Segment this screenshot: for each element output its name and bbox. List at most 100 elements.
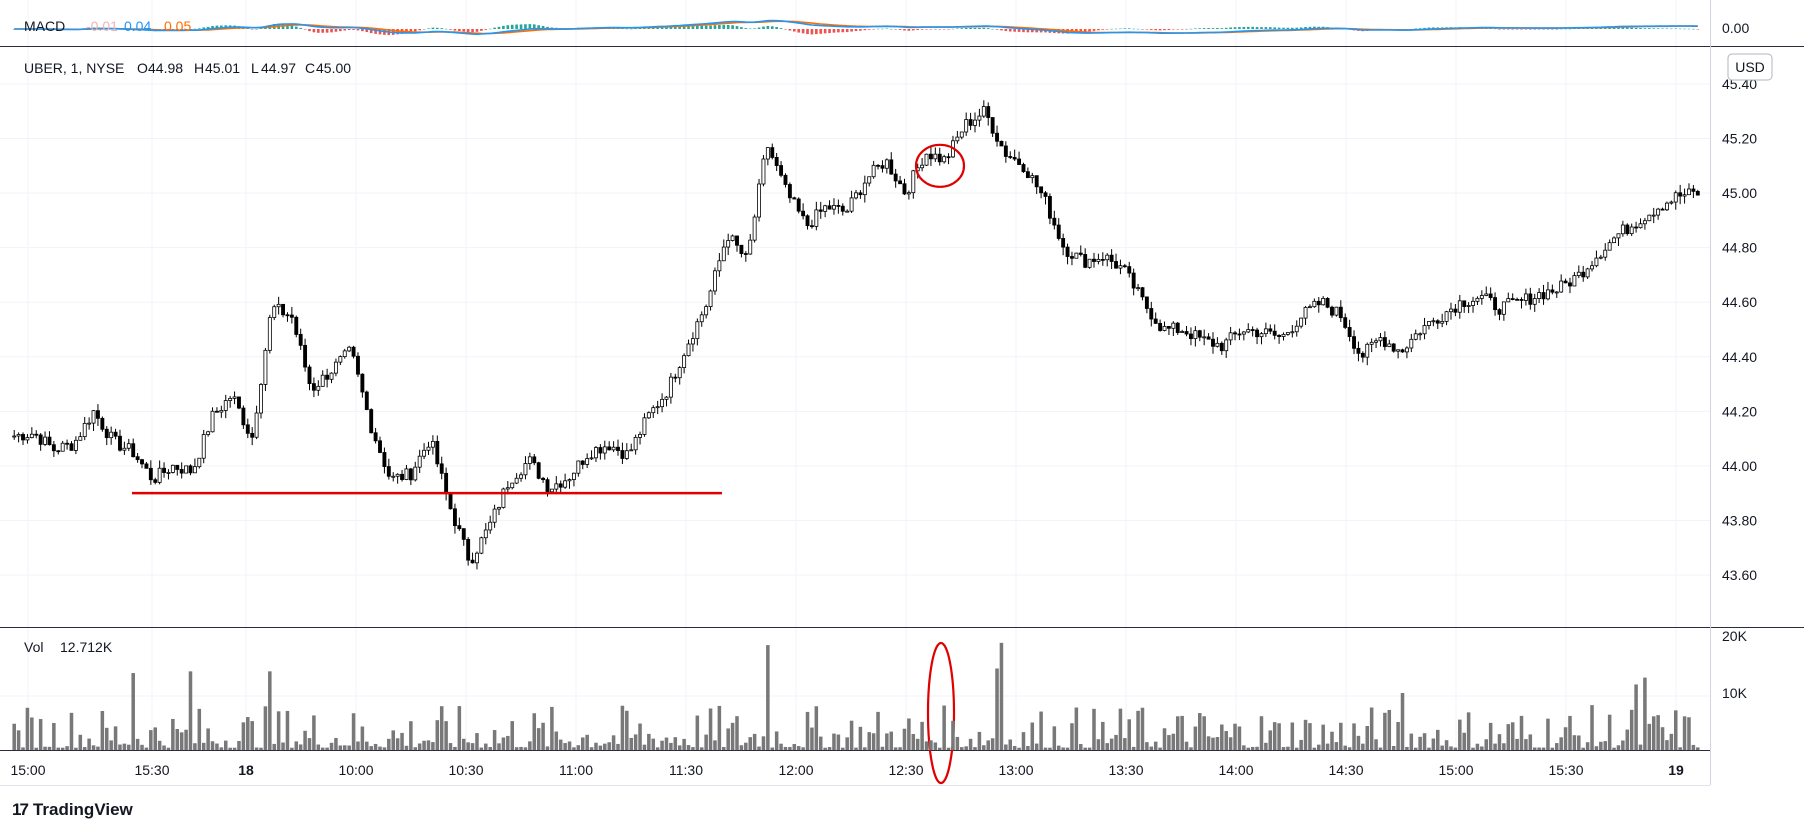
candle-body [1642,220,1647,225]
candle-body [1409,338,1414,349]
macd-hist-bar [343,29,347,31]
macd-hist-bar [1533,29,1537,30]
circle-annotation[interactable] [914,143,966,188]
macd-hist-bar [1595,28,1598,29]
price-tick-1: 45.20 [1722,131,1757,147]
volume-bar [246,717,250,750]
macd-hist-bar [352,29,355,30]
candle-body [96,410,100,419]
candle-body [563,480,568,488]
volume-bar [739,745,744,750]
price-axis[interactable]: 45.4045.2045.0044.8044.6044.4044.2044.00… [1722,76,1757,583]
volume-bar [109,740,113,750]
volume-bar [382,747,387,750]
candle-body [585,458,590,465]
close-label: C [305,60,315,76]
volume-bar [1087,747,1092,750]
volume-bar [223,740,228,750]
volume-bar [651,738,656,750]
macd-hist-bar [1581,28,1585,29]
macd-hist-bar [1136,28,1140,30]
symbol-legend[interactable]: UBER, 1, NYSE O 44.98 H 45.01 L 44.97 C … [24,60,351,76]
macd-hist-bar [1502,29,1506,30]
currency-label[interactable]: USD [1735,59,1765,75]
candle-body [65,442,70,445]
macd-value-3: 0.05 [164,18,191,34]
macd-hist-bar [294,26,298,29]
candle-body [1501,301,1506,315]
volume-bar [633,734,638,750]
volume-bar [1497,734,1502,750]
volume-bar [1629,709,1634,750]
macd-hist-bar [431,27,435,29]
candle-body [730,235,735,241]
macd-hist-bar [1251,26,1254,29]
macd-hist-bar [197,28,201,29]
symbol-name[interactable]: UBER, 1, NYSE [24,60,124,76]
volume-bar [1625,729,1630,750]
volume-bar [1294,747,1299,750]
volume-bar [911,734,916,750]
volume-bar [448,743,453,750]
volume-bar [453,746,457,750]
macd-hist-bar [180,29,184,30]
currency-button-box[interactable] [1727,53,1773,81]
volume-bar [1568,715,1572,750]
volume-bar [16,730,21,750]
candle-body [1400,349,1405,353]
tradingview-brand[interactable]: 17 TradingView [12,800,133,820]
candle-body [1620,224,1625,235]
candle-body [1457,300,1462,313]
candle-body [1330,306,1334,316]
volume-bar [1506,724,1511,750]
candle-body [1025,171,1030,179]
volume-bar [1656,715,1660,750]
volume-bar [616,743,620,750]
macd-hist-bar [1238,27,1241,29]
volume-bar [541,722,545,750]
macd-value-2: 0.04 [124,18,151,34]
macd-hist-bar [982,27,986,29]
candle-body [1497,309,1502,315]
volume-bar [263,706,268,750]
volume-bar [422,740,426,750]
volume-bar [1145,742,1149,750]
macd-hist-bar [1621,27,1625,29]
candle-body [532,456,537,464]
volume-bar [497,743,501,750]
macd-hist-bar [308,29,311,32]
candle-body [1462,300,1467,307]
volume-bar [219,747,224,750]
volume-bar [576,745,581,750]
volume-bar [686,745,691,750]
volume-bar [356,741,360,750]
candle-body [1100,258,1105,261]
volume-bar [488,747,492,750]
candle-body [69,443,74,451]
volume-bar [1634,684,1638,750]
macd-hist-bar [1092,29,1096,31]
price-tick-7: 44.00 [1722,458,1757,474]
candle-body [87,422,92,425]
volume-bar [78,734,83,750]
volume-bar [1387,709,1392,750]
currency-button[interactable]: USD [1727,53,1773,81]
volume-bar [933,742,938,750]
volume-bar [1347,747,1352,750]
time-axis[interactable]: 15:00 15:30 18 10:00 10:30 11:00 11:30 12:00 12:… [10,762,1684,778]
volume-bar [12,723,16,750]
volume-bar [1405,746,1409,750]
macd-hist-bar [1304,27,1307,29]
candle-body [514,477,519,484]
volume-bar [1691,744,1696,750]
volume-axis[interactable]: 20K 10K [1722,628,1748,701]
volume-bar [871,733,876,750]
candle-body [708,290,713,307]
candle-body [1638,223,1643,229]
macd-hist-bar [1414,28,1418,30]
candle-body [567,479,572,482]
volume-ellipse-annotation[interactable] [926,641,956,785]
candle-body [1444,311,1449,322]
macd-hist-bar [480,29,483,31]
